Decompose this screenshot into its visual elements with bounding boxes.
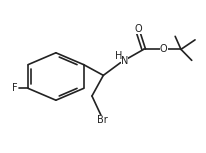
Text: O: O [134, 24, 141, 34]
Text: Br: Br [96, 115, 107, 125]
Text: O: O [159, 44, 167, 54]
Text: N: N [120, 56, 127, 66]
Text: F: F [12, 83, 17, 93]
Text: H: H [114, 51, 122, 61]
